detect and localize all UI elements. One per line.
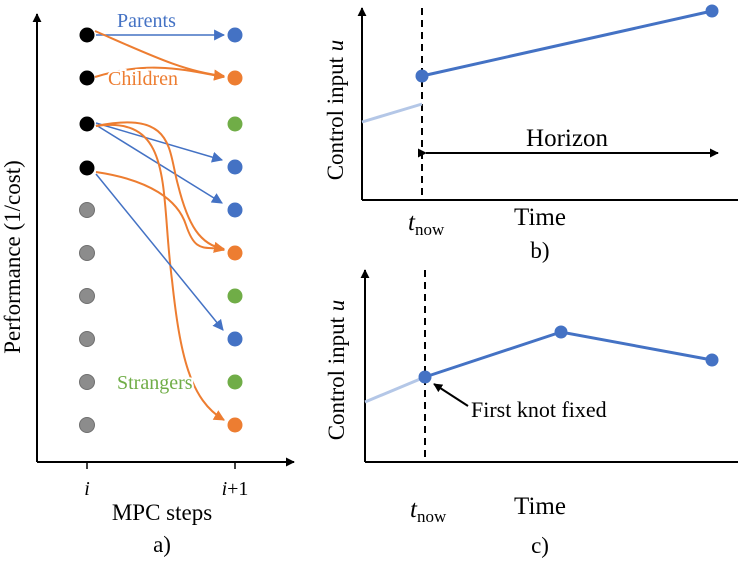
panel-c-x-label: Time <box>514 493 566 520</box>
y-label-var: u <box>323 40 348 52</box>
t-now-t: t <box>408 209 416 236</box>
tick-label-suffix: +1 <box>227 478 248 500</box>
knot-point <box>705 353 719 367</box>
child-arrow <box>95 123 225 421</box>
panel-b: Horizon Control input u tnow Time b) <box>323 4 738 263</box>
child-dot <box>227 417 243 433</box>
dominated-dot <box>79 374 95 390</box>
dominated-dot <box>79 288 95 304</box>
parent-dot <box>79 70 95 86</box>
tick-label-var: i <box>222 478 228 500</box>
past-input-segment <box>364 375 426 404</box>
t-now-label: tnow <box>410 496 447 526</box>
panel-a-caption: a) <box>153 532 171 557</box>
panel-c: First knot fixed Control input u tnow Ti… <box>324 269 738 558</box>
y-label-text: Control input <box>323 51 348 180</box>
dominated-dot <box>79 245 95 261</box>
panel-b-x-label: Time <box>514 204 566 231</box>
t-now-sub: now <box>417 507 447 526</box>
child-arrow <box>95 171 226 253</box>
parent-arrow <box>95 122 224 163</box>
parent-copy-dot <box>227 159 243 175</box>
panel-b-caption: b) <box>530 238 549 263</box>
t-now-label: tnow <box>408 209 445 239</box>
child-arrow <box>95 121 226 253</box>
child-arrow <box>94 66 226 81</box>
parent-copy-dot <box>227 331 243 347</box>
dominated-dot <box>79 417 95 433</box>
knot-point <box>705 4 719 18</box>
parent-arrow <box>95 173 224 331</box>
y-label-text: Control input <box>324 311 349 440</box>
t-now-t: t <box>410 496 418 523</box>
plan-segment <box>421 9 713 78</box>
tick-label-i: i <box>84 478 90 500</box>
parent-copy-dot <box>227 202 243 218</box>
plan-polyline <box>424 330 713 379</box>
past-input-segment <box>361 102 423 124</box>
stranger-dot <box>227 116 243 132</box>
y-label-var: u <box>324 300 349 312</box>
panel-c-y-label: Control input u <box>324 300 349 441</box>
t-now-sub: now <box>415 220 445 239</box>
knot-point <box>415 69 429 83</box>
child-dot <box>227 245 243 261</box>
annotation-arrow <box>433 383 469 407</box>
panel-b-y-label: Control input u <box>323 40 348 181</box>
panel-a: Parents Children Strangers Performance (… <box>0 8 295 557</box>
stranger-dot <box>227 374 243 390</box>
parent-dot <box>79 27 95 43</box>
panel-c-caption: c) <box>531 533 549 558</box>
knot-point <box>554 325 568 339</box>
parent-dot <box>79 116 95 132</box>
first-knot-label: First knot fixed <box>471 397 607 422</box>
strangers-label: Strangers <box>117 372 193 394</box>
panel-a-x-label: MPC steps <box>112 500 212 525</box>
horizon-label: Horizon <box>526 125 608 152</box>
stranger-dot <box>227 288 243 304</box>
parent-copy-dot <box>227 27 243 43</box>
knot-point <box>418 370 432 384</box>
parents-label: Parents <box>117 10 176 32</box>
dominated-dot <box>79 202 95 218</box>
children-label: Children <box>108 68 178 90</box>
dominated-dot <box>79 331 95 347</box>
child-dot <box>227 70 243 86</box>
parent-dot <box>79 160 95 176</box>
tick-label-i-plus-1: i+1 <box>222 478 249 500</box>
panel-a-y-label: Performance (1/cost) <box>0 160 25 354</box>
